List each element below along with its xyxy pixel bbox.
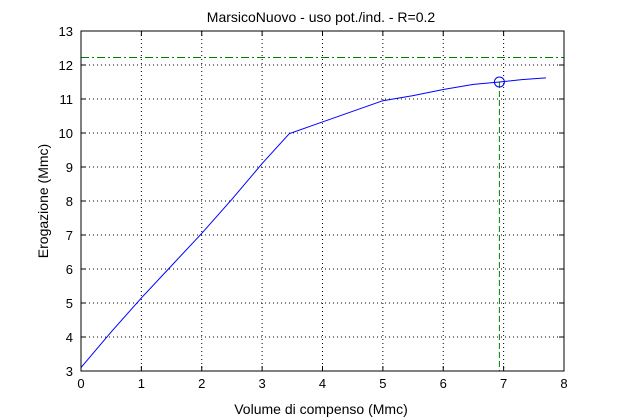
- x-tick-label: 2: [198, 376, 205, 391]
- y-tick-label: 9: [66, 160, 73, 175]
- series-layer: [80, 76, 546, 368]
- y-tick-label: 8: [66, 194, 73, 209]
- reference-lines: [81, 57, 564, 371]
- y-tick-label: 4: [66, 330, 73, 345]
- y-tick-label: 12: [59, 58, 73, 73]
- y-tick-label: 3: [66, 364, 73, 379]
- y-tick-label: 10: [59, 126, 73, 141]
- x-tick-label: 0: [77, 376, 84, 391]
- chart-title: MarsicoNuovo - uso pot./ind. - R=0.2: [207, 9, 436, 25]
- operating-point-marker: [493, 76, 505, 88]
- x-tick-label: 3: [259, 376, 266, 391]
- x-tick-label: 8: [560, 376, 567, 391]
- y-tick-label: 5: [66, 296, 73, 311]
- x-tick-label: 6: [440, 376, 447, 391]
- x-tick-label: 1: [138, 376, 145, 391]
- y-axis-label: Erogazione (Mmc): [35, 144, 51, 258]
- y-tick-label: 6: [66, 262, 73, 277]
- x-axis-label: Volume di compenso (Mmc): [234, 401, 408, 417]
- y-tick-label: 13: [59, 24, 73, 39]
- series-line: [80, 77, 546, 368]
- grid-lines: [81, 31, 564, 371]
- x-tick-label: 4: [319, 376, 326, 391]
- x-tick-label: 5: [379, 376, 386, 391]
- y-tick-label: 7: [66, 228, 73, 243]
- x-tick-label: 7: [500, 376, 507, 391]
- y-tick-label: 11: [60, 92, 74, 107]
